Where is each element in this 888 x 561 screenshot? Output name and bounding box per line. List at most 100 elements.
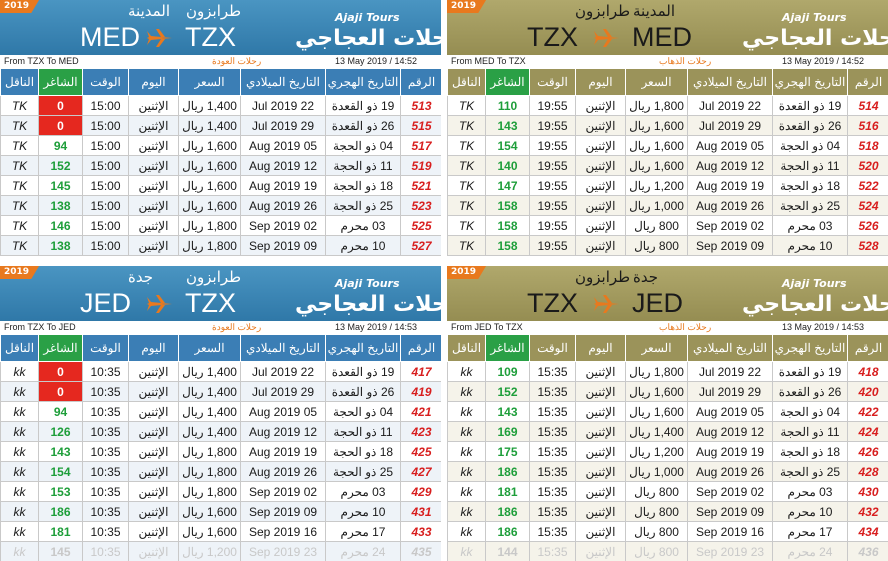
column-header: السعر [625,334,688,362]
cell: TK [0,115,39,136]
cell: 11 ذو الحجة [772,155,848,176]
cell: الإثنين [128,421,179,442]
cell: الإثنين [575,401,626,422]
cell: 1,600 ريال [178,521,241,542]
flight-row: 422 04 ذو الحجة 05 Aug 2019 1,600 ريال الإثن… [447,401,888,422]
cell: 26 Aug 2019 [240,461,326,482]
brand-latin: Ajaji Tours [782,11,847,24]
cell: 10:35 [82,361,129,382]
column-header: الوقت [82,334,129,362]
column-header: الناقل [447,334,486,362]
from-code: TZX [185,22,236,52]
cell: 02 Sep 2019 [687,481,773,502]
cell: 518 [847,135,888,156]
cell: 19 Aug 2019 [687,441,773,462]
header-row: الرقم التاريخ الهجري التاريخ الميلادي السعر… [447,68,888,96]
cell: 432 [847,501,888,522]
from-city: طرابزون [186,2,242,20]
cell: 26 ذو القعدة [325,381,401,402]
cell: 421 [400,401,441,422]
cell: 10:35 [82,421,129,442]
cell: 17 محرم [325,521,401,542]
cell: 19:55 [529,115,576,136]
flight-row: 522 18 ذو الحجة 19 Aug 2019 1,200 ريال الإثن… [447,175,888,196]
cell: 09 Sep 2019 [240,235,326,256]
cell: 03 محرم [772,215,848,236]
route-bar: From TZX To JED رحلات العودة 13 May 2019 /… [0,321,441,334]
cell: TK [447,95,486,116]
cell: 1,600 ريال [625,135,688,156]
column-header: التاريخ الهجري [325,68,401,96]
cell: 12 Aug 2019 [240,421,326,442]
cell: 427 [400,461,441,482]
flight-table: الرقم التاريخ الهجري التاريخ الميلادي السعر… [447,334,888,561]
cell: الإثنين [128,441,179,462]
flight-row: 425 18 ذو الحجة 19 Aug 2019 1,800 ريال الإثن… [0,441,441,462]
cell: 05 Aug 2019 [240,401,326,422]
cell: 16 Sep 2019 [687,521,773,542]
cell: 15:35 [529,421,576,442]
cell: الإثنين [128,115,179,136]
cell: 11 ذو الحجة [772,421,848,442]
cell: 19:55 [529,235,576,256]
cell: 15:35 [529,521,576,542]
cell: 10 محرم [772,501,848,522]
cell: 10:35 [82,501,129,522]
cell: 29 Jul 2019 [687,115,773,136]
cell: 523 [400,195,441,216]
flight-row: 523 25 ذو الحجة 26 Aug 2019 1,600 ريال الإثن… [0,195,441,216]
column-header: الرقم [400,68,441,96]
route-bar: From MED To TZX رحلات الذهاب 13 May 2019 /… [447,55,888,68]
cell: 12 Aug 2019 [687,155,773,176]
cell: 158 [485,235,530,256]
cell: 430 [847,481,888,502]
cell: 110 [485,95,530,116]
column-header: الناقل [447,68,486,96]
cell: 29 Jul 2019 [240,115,326,136]
cell: 29 Jul 2019 [687,381,773,402]
from-city: المدينة [633,2,676,20]
cell: 26 ذو القعدة [325,115,401,136]
cell: 29 Jul 2019 [240,381,326,402]
route-bar: From JED To TZX رحلات الذهاب 13 May 2019 /… [447,321,888,334]
cell: 15:35 [529,501,576,522]
cell: 525 [400,215,441,236]
cell: 15:35 [529,541,576,561]
cell: 19:55 [529,175,576,196]
flight-row: 518 04 ذو الحجة 05 Aug 2019 1,600 ريال الإثن… [447,135,888,156]
cell: 424 [847,421,888,442]
column-header: الرقم [847,68,888,96]
cell: 145 [38,175,83,196]
cell: الإثنين [575,441,626,462]
cell: 186 [485,501,530,522]
cell: 1,600 ريال [178,135,241,156]
cell: kk [0,481,39,502]
flight-row: 426 18 ذو الحجة 19 Aug 2019 1,200 ريال الإثن… [447,441,888,462]
header-row: الرقم التاريخ الهجري التاريخ الميلادي السعر… [0,334,441,362]
cell: الإثنين [128,175,179,196]
cell: 186 [485,521,530,542]
column-header: الوقت [82,68,129,96]
cell: kk [0,461,39,482]
cell: 527 [400,235,441,256]
cell: 17 محرم [772,521,848,542]
cell: 19:55 [529,195,576,216]
column-header: اليوم [128,334,179,362]
column-header: التاريخ الهجري [325,334,401,362]
cell: 25 ذو الحجة [325,461,401,482]
cell: 143 [485,115,530,136]
cell: الإثنين [128,481,179,502]
cell: 429 [400,481,441,502]
cell: 420 [847,381,888,402]
cell: 15:00 [82,135,129,156]
cell: 1,200 ريال [625,175,688,196]
cell: 18 ذو الحجة [325,175,401,196]
cell: 109 [485,361,530,382]
cell: 1,600 ريال [625,155,688,176]
cell: kk [447,461,486,482]
cell: 422 [847,401,888,422]
from-code: MED [632,22,692,52]
to-code: TZX [527,288,578,318]
cell: 11 ذو الحجة [325,155,401,176]
